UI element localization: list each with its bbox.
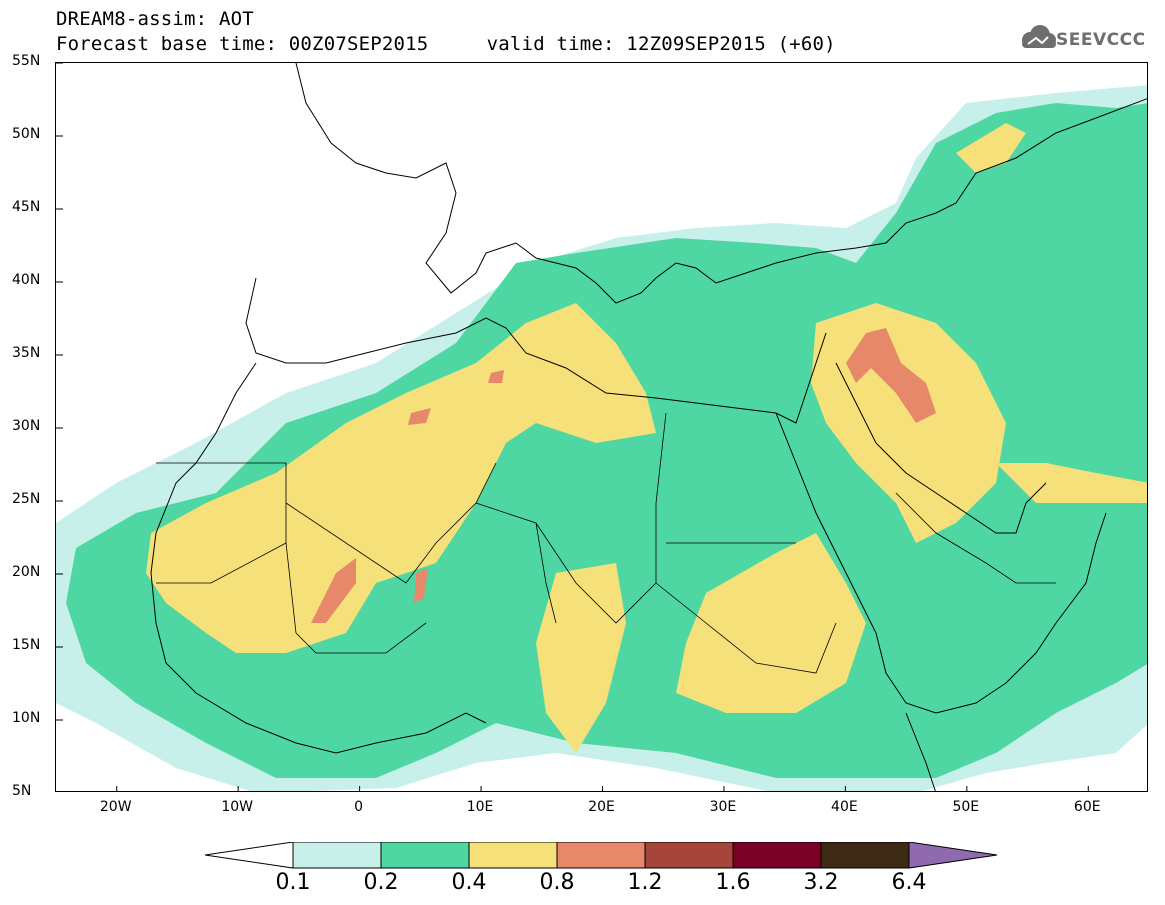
aot-band-0.8-small2 (414, 568, 428, 603)
latitude-label: 35N (12, 345, 41, 361)
longitude-label: 10W (221, 799, 253, 815)
aot-field (56, 85, 1147, 791)
colorbar-segment (468, 842, 558, 869)
colorbar-under-arrow (205, 842, 294, 869)
latitude-label: 5N (12, 783, 32, 799)
longitude-label: 10E (466, 799, 494, 815)
latitude-label: 45N (12, 199, 41, 215)
aot-map (55, 62, 1148, 792)
latitude-label: 10N (12, 710, 41, 726)
colorbar-level-label: 0.2 (363, 870, 399, 895)
latitude-label: 50N (12, 126, 41, 142)
longitude-label: 60E (1073, 799, 1101, 815)
longitude-label: 20E (588, 799, 615, 815)
seevccc-logo (1022, 25, 1056, 48)
aot-band-0.4-blacksea (956, 123, 1026, 173)
colorbar-segment (644, 842, 734, 869)
colorbar-over-arrow (908, 842, 998, 869)
latitude-label: 40N (12, 272, 41, 288)
colorbar-segment (820, 842, 910, 869)
colorbar-level-label: 6.4 (891, 870, 927, 895)
latitude-label: 15N (12, 637, 41, 653)
aot-band-0.8-small1 (408, 408, 431, 425)
latitude-label: 20N (12, 564, 41, 580)
longitude-label: 20W (99, 799, 132, 815)
longitude-label: 40E (831, 799, 858, 815)
colorbar-level-label: 1.6 (715, 870, 751, 895)
aot-band-0.4-east (676, 533, 866, 713)
aot-band-0.4-gulf (996, 463, 1147, 503)
longitude-label: 50E (952, 799, 980, 815)
longitude-label: 0 (354, 799, 364, 815)
colorbar-segment (556, 842, 646, 869)
latitude-label: 30N (12, 418, 41, 434)
colorbar-segment (732, 842, 822, 869)
colorbar-level-label: 1.2 (627, 870, 663, 895)
forecast-time-line: Forecast base time: 00Z07SEP2015 valid t… (56, 33, 836, 55)
country-borders (156, 412, 1056, 674)
colorbar-level-label: 0.8 (539, 870, 575, 895)
colorbar-level-label: 3.2 (803, 870, 839, 895)
cloud-icon (1022, 25, 1056, 48)
colorbar-segment (380, 842, 470, 869)
aot-band-0.8-sahara (311, 558, 356, 623)
aot-colorbar (205, 842, 998, 869)
chart-title: DREAM8-assim: AOT (56, 8, 254, 30)
colorbar-segment (292, 842, 382, 869)
latitude-label: 25N (12, 491, 41, 507)
logo-text: SEEVCCC (1056, 30, 1146, 50)
colorbar-level-label: 0.1 (275, 870, 311, 895)
colorbar-level-label: 0.4 (451, 870, 487, 895)
longitude-label: 30E (709, 799, 737, 815)
latitude-label: 55N (12, 53, 41, 69)
aot-band-0.8-small3 (488, 370, 504, 383)
aot-band-0.4-west (146, 303, 656, 653)
coastlines (150, 63, 1147, 791)
aot-band-0.8-iraq (846, 328, 936, 423)
graticule-ticks (56, 63, 1089, 791)
